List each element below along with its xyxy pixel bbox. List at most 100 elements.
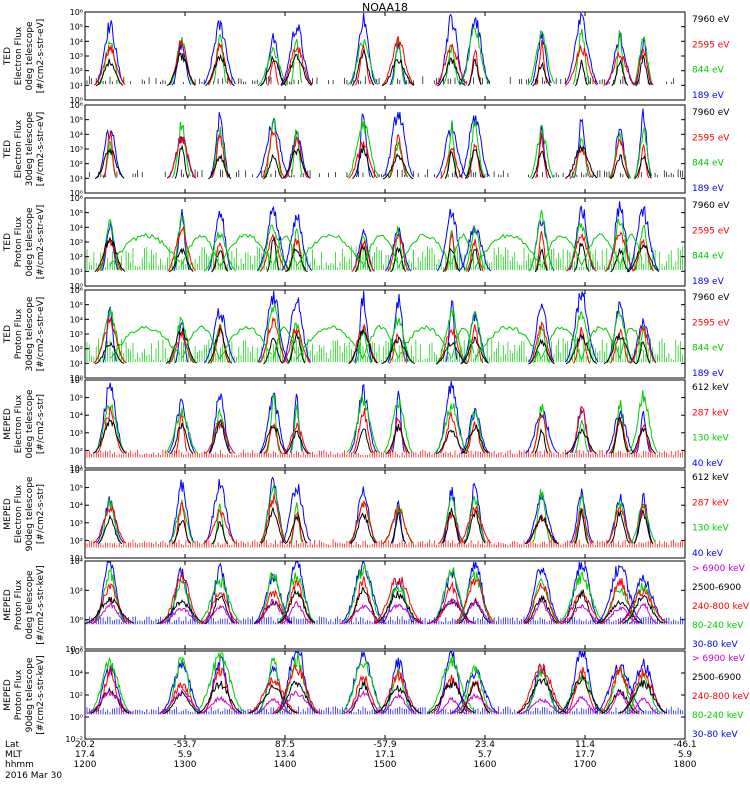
series-trace xyxy=(350,512,376,545)
series-trace xyxy=(564,12,599,85)
series-trace xyxy=(633,422,653,455)
y-tick-label: 10² xyxy=(70,446,83,455)
series-trace xyxy=(109,232,181,267)
y-tick-label: 10⁰ xyxy=(70,282,83,291)
y-axis-label: 30deg telescope xyxy=(25,111,35,186)
series-trace xyxy=(381,336,415,365)
series-trace xyxy=(85,596,135,624)
series-trace xyxy=(528,338,555,365)
series-trace xyxy=(93,505,127,544)
series-trace xyxy=(619,233,643,268)
series-trace xyxy=(272,235,296,266)
legend-entry: 189 eV xyxy=(692,91,725,101)
series-trace xyxy=(435,429,468,455)
legend-entry: 287 keV xyxy=(692,498,729,508)
series-trace xyxy=(466,143,483,179)
y-tick-label: 10³ xyxy=(70,429,83,438)
series-trace xyxy=(381,657,415,713)
x-tick-label: 5.7 xyxy=(478,750,492,760)
series-trace xyxy=(560,603,603,625)
series-trace xyxy=(203,19,236,85)
series-trace xyxy=(629,602,658,624)
series-trace xyxy=(568,311,596,363)
y-tick-label: 10⁶ xyxy=(70,8,83,17)
series-trace xyxy=(524,594,558,624)
series-trace xyxy=(348,500,378,544)
series-trace xyxy=(282,148,311,179)
series-trace xyxy=(259,54,287,87)
series-trace xyxy=(345,675,381,714)
series-trace xyxy=(534,231,548,272)
x-row-label: Lat xyxy=(5,740,20,750)
series-trace xyxy=(248,677,299,714)
series-trace xyxy=(458,225,492,272)
series-trace xyxy=(622,594,664,624)
y-tick-label: 10³ xyxy=(70,145,83,154)
series-trace xyxy=(198,695,242,715)
series-trace xyxy=(463,510,486,544)
x-tick-label: 1800 xyxy=(674,760,697,770)
series-trace xyxy=(564,291,599,363)
legend-entry: > 6900 keV xyxy=(692,654,746,664)
series-trace xyxy=(557,570,606,624)
legend-entry: 844 eV xyxy=(692,159,725,169)
y-tick-label: 10³ xyxy=(70,52,83,61)
series-trace xyxy=(161,571,202,623)
panel-frame xyxy=(84,289,686,379)
series-trace xyxy=(627,697,659,715)
legend-entry: 287 keV xyxy=(692,408,729,418)
series-trace xyxy=(390,511,407,544)
panel-frame xyxy=(84,650,686,740)
legend-entry: 189 eV xyxy=(692,277,725,287)
series-trace xyxy=(346,394,381,453)
series-trace xyxy=(630,427,656,455)
y-tick-label: 10⁵ xyxy=(70,484,83,493)
series-trace xyxy=(609,511,630,544)
y-tick-label: 10⁵ xyxy=(70,116,83,125)
series-trace xyxy=(211,521,229,545)
y-axis-label: MEPED xyxy=(3,589,13,621)
series-trace xyxy=(272,326,296,360)
series-trace xyxy=(273,664,320,714)
legend-entry: 189 eV xyxy=(692,184,725,194)
series-trace xyxy=(633,48,653,86)
series-trace xyxy=(541,326,583,361)
series-trace xyxy=(209,126,230,179)
series-trace xyxy=(608,417,631,454)
series-trace xyxy=(201,604,238,625)
legend-entry: 40 keV xyxy=(692,459,724,469)
series-trace xyxy=(350,12,377,85)
series-trace xyxy=(290,38,303,85)
series-trace xyxy=(382,578,414,624)
series-trace xyxy=(281,214,313,272)
x-tick-label: -53.7 xyxy=(173,740,196,750)
series-trace xyxy=(175,413,188,454)
series-trace xyxy=(260,507,286,544)
series-trace xyxy=(374,685,422,714)
series-trace xyxy=(89,583,131,624)
series-trace xyxy=(256,118,291,179)
series-trace xyxy=(466,324,484,364)
series-trace xyxy=(203,509,237,544)
y-tick-label: 10⁰ xyxy=(70,616,83,625)
series-trace xyxy=(603,51,637,86)
panel-frame xyxy=(84,104,686,194)
series-trace xyxy=(256,572,290,623)
series-trace xyxy=(632,239,654,272)
series-trace xyxy=(167,226,196,272)
y-axis-label: Electron Flux xyxy=(14,26,24,85)
legend-entry: 240-800 keV xyxy=(692,602,750,612)
series-trace xyxy=(174,144,189,179)
series-trace xyxy=(248,683,298,714)
series-trace xyxy=(533,326,551,364)
series-trace xyxy=(636,410,650,454)
series-trace xyxy=(627,205,660,271)
series-trace xyxy=(397,233,451,268)
series-trace xyxy=(346,119,380,178)
series-trace xyxy=(381,59,415,87)
x-tick-label: 23.4 xyxy=(475,740,495,750)
series-trace xyxy=(341,660,385,713)
series-trace xyxy=(94,341,125,365)
y-axis-label: Proton Flux xyxy=(14,579,24,630)
series-trace xyxy=(464,148,485,179)
